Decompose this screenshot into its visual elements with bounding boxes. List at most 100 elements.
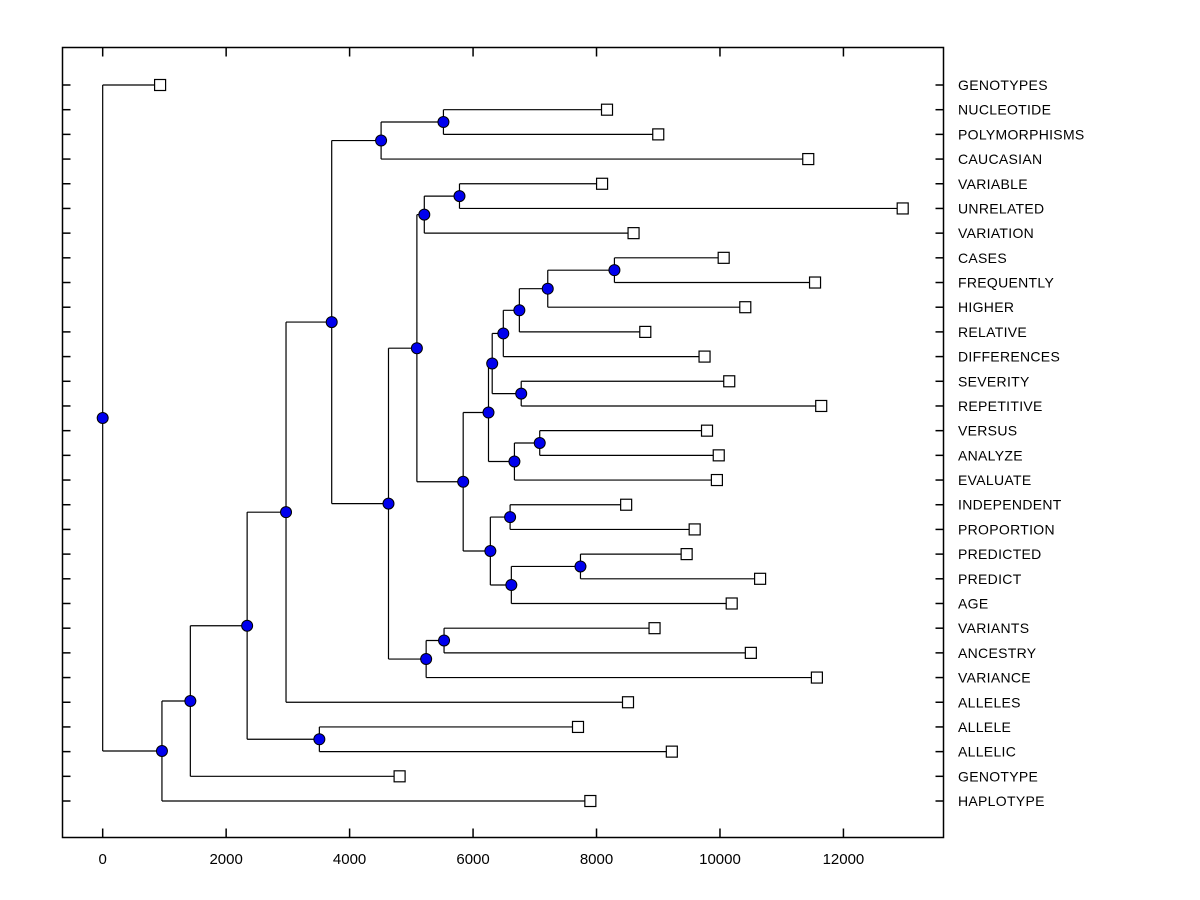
leaf-marker xyxy=(739,301,752,314)
cluster-node-marker xyxy=(418,208,431,221)
leaf-label: SEVERITY xyxy=(958,373,1030,389)
leaf-label: VARIANTS xyxy=(958,620,1029,636)
cluster-node-marker xyxy=(497,327,510,340)
x-tick-labels: 0 2000 4000 6000 8000 10000 12000 xyxy=(99,851,865,868)
leaf-marker xyxy=(710,473,723,487)
x-tick-label: 2000 xyxy=(209,851,242,868)
cluster-node-marker xyxy=(513,304,526,317)
leaf-label: ALLELES xyxy=(958,694,1021,710)
leaf-label: ALLELE xyxy=(958,719,1011,735)
leaf-label: FREQUENTLY xyxy=(958,275,1054,291)
leaf-marker xyxy=(584,794,597,808)
leaf-marker xyxy=(648,622,661,635)
leaf-marker xyxy=(600,103,614,116)
leaf-marker xyxy=(744,646,757,659)
leaf-label: VARIABLE xyxy=(958,176,1028,192)
leaf-marker xyxy=(652,128,665,141)
leaf-label: ANCESTRY xyxy=(958,645,1037,661)
leaf-markers xyxy=(153,78,909,808)
leaf-marker xyxy=(153,78,167,92)
cluster-node-marker xyxy=(280,506,293,519)
cluster-node-marker xyxy=(241,619,254,632)
x-tick-label: 10000 xyxy=(699,851,741,868)
cluster-node-marker xyxy=(504,511,517,524)
leaf-label: INDEPENDENT xyxy=(958,497,1062,513)
cluster-node-marker xyxy=(508,455,521,468)
leaf-label: REPETITIVE xyxy=(958,398,1043,414)
leaf-marker xyxy=(717,251,730,264)
leaf-label: HAPLOTYPE xyxy=(958,793,1045,809)
leaf-labels: GENOTYPES NUCLEOTIDE POLYMORPHISMS CAUCASIA… xyxy=(958,77,1085,809)
leaf-marker xyxy=(700,424,714,437)
cluster-node-marker xyxy=(382,497,395,510)
leaf-label: DIFFERENCES xyxy=(958,349,1060,365)
cluster-node-marker xyxy=(533,437,546,450)
cluster-node-marker xyxy=(541,282,554,295)
leaf-label: RELATIVE xyxy=(958,324,1027,340)
cluster-node-marker xyxy=(486,357,499,370)
cluster-node-marker xyxy=(457,475,470,488)
cluster-node-marker xyxy=(375,134,388,147)
leaf-marker xyxy=(595,177,609,190)
cluster-node-marker xyxy=(482,406,495,419)
leaf-marker xyxy=(810,671,823,684)
leaf-label: UNRELATED xyxy=(958,200,1044,216)
leaf-marker xyxy=(802,152,815,166)
cluster-node-marker xyxy=(438,634,451,647)
leaf-marker xyxy=(680,548,693,561)
leaf-marker xyxy=(712,449,725,462)
cluster-node-marker xyxy=(453,190,466,203)
leaf-label: VARIANCE xyxy=(958,670,1031,686)
cluster-node-marker xyxy=(313,733,326,746)
leaf-marker xyxy=(725,597,738,610)
leaf-label: GENOTYPES xyxy=(958,77,1048,93)
leaf-marker xyxy=(393,770,406,783)
tree-links xyxy=(102,84,903,802)
leaf-marker xyxy=(621,696,635,709)
leaf-label: CASES xyxy=(958,250,1007,266)
leaf-marker xyxy=(698,350,711,363)
x-tick-label: 0 xyxy=(99,851,107,868)
cluster-node-marker xyxy=(325,316,338,329)
leaf-marker xyxy=(723,375,736,388)
x-tick-label: 6000 xyxy=(456,851,489,868)
leaf-label: AGE xyxy=(958,595,988,611)
leaf-label: ALLELIC xyxy=(958,744,1016,760)
leaf-marker xyxy=(665,745,678,758)
cluster-node-marker xyxy=(515,387,528,400)
axis-ticks xyxy=(62,47,944,838)
leaf-marker xyxy=(896,202,909,215)
leaf-label: NUCLEOTIDE xyxy=(958,102,1051,118)
leaf-label: GENOTYPE xyxy=(958,768,1038,784)
leaf-label: POLYMORPHISMS xyxy=(958,126,1085,142)
leaf-label: HIGHER xyxy=(958,299,1014,315)
leaf-marker xyxy=(815,399,828,413)
leaf-marker xyxy=(639,325,652,338)
x-tick-label: 12000 xyxy=(823,851,865,868)
leaf-marker xyxy=(808,276,822,289)
leaf-marker xyxy=(571,720,585,734)
leaf-marker xyxy=(627,227,640,240)
plot-box xyxy=(61,46,945,839)
leaf-label: VERSUS xyxy=(958,423,1017,439)
x-tick-label: 8000 xyxy=(580,851,613,868)
cluster-node-marker xyxy=(184,695,197,708)
cluster-node-marker xyxy=(420,653,433,666)
leaf-label: CAUCASIAN xyxy=(958,151,1042,167)
cluster-node-marker xyxy=(484,545,497,558)
leaf-label: ANALYZE xyxy=(958,447,1023,463)
cluster-node-marker xyxy=(96,412,109,425)
leaf-label: PROPORTION xyxy=(958,521,1055,537)
cluster-node-marker xyxy=(574,560,587,573)
leaf-label: EVALUATE xyxy=(958,472,1031,488)
leaf-label: VARIATION xyxy=(958,225,1034,241)
cluster-node-marker xyxy=(608,264,621,277)
cluster-node-marker xyxy=(437,116,450,129)
leaf-label: PREDICTED xyxy=(958,546,1042,562)
leaf-marker xyxy=(688,523,701,536)
cluster-node-marker xyxy=(410,342,423,355)
leaf-marker xyxy=(620,498,633,511)
cluster-node-marker xyxy=(155,745,168,758)
